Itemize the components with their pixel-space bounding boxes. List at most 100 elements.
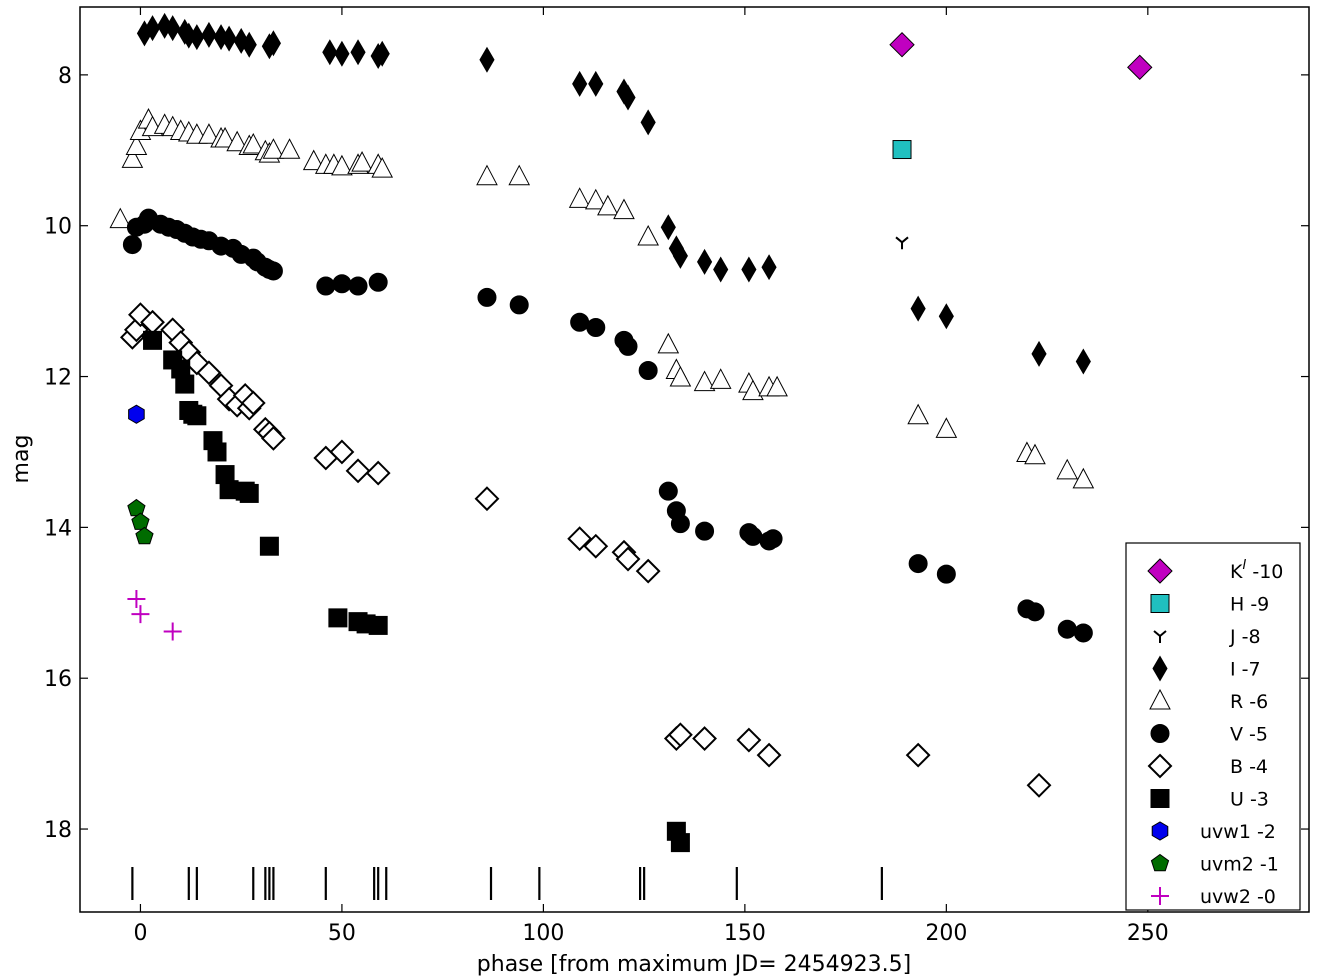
data-point (371, 157, 394, 178)
data-point (477, 287, 497, 307)
x-tick-label: 0 (133, 921, 147, 946)
data-point (586, 318, 606, 338)
data-point (242, 132, 265, 154)
data-point (743, 526, 763, 546)
data-point (479, 46, 495, 73)
data-point (756, 742, 782, 768)
data-point (660, 214, 676, 241)
series-i (136, 12, 1091, 375)
legend-marker (1153, 630, 1167, 643)
legend-marker (1151, 887, 1169, 905)
data-point (278, 138, 301, 159)
data-point (240, 390, 266, 416)
legend-label: R -6 (1230, 691, 1268, 713)
legend-label: uvm2 -1 (1200, 854, 1279, 876)
data-point (736, 727, 762, 753)
data-point (163, 622, 182, 641)
data-point (1024, 443, 1046, 465)
series-k (889, 32, 1153, 81)
legend-marker (1150, 724, 1170, 743)
legend: KI -10 H -9 J -8 I -7 R -6 V -5 B -4 U -3 uvw1 -… (1125, 542, 1301, 911)
data-point (889, 32, 915, 58)
series-u (143, 330, 690, 853)
data-point (144, 15, 161, 42)
data-point (905, 742, 931, 768)
data-point (125, 134, 148, 156)
data-point (127, 590, 146, 609)
data-point (261, 425, 286, 451)
y-tick-label: 18 (44, 818, 72, 843)
data-point (334, 40, 350, 67)
data-point (214, 126, 236, 148)
data-point (692, 726, 717, 751)
data-point (1025, 602, 1045, 622)
data-point (198, 123, 220, 144)
data-point (570, 312, 590, 332)
data-point (669, 365, 692, 387)
data-point (709, 368, 732, 389)
x-tick-label: 150 (724, 921, 766, 946)
data-point (613, 198, 635, 220)
data-point (615, 546, 641, 572)
series-uvw2 (127, 590, 182, 641)
x-tick-label: 200 (925, 921, 967, 946)
data-point (508, 164, 531, 186)
legend-marker (1150, 594, 1170, 613)
data-point (597, 194, 619, 216)
data-point (219, 480, 239, 500)
data-point (239, 483, 259, 503)
data-point (201, 21, 217, 48)
data-point (351, 151, 373, 172)
x-tick-label: 50 (328, 921, 356, 946)
data-point (345, 458, 371, 484)
data-point (584, 188, 607, 210)
data-point (713, 256, 729, 283)
series-uvw1 (128, 404, 145, 424)
series-h (892, 140, 912, 160)
data-point (509, 295, 529, 315)
series-b (119, 302, 1052, 798)
data-point (935, 417, 958, 438)
data-point (1057, 619, 1077, 639)
data-point (910, 295, 926, 322)
data-point (618, 336, 638, 356)
data-point (109, 207, 132, 229)
data-point (348, 276, 368, 296)
data-point (474, 486, 500, 512)
data-point (695, 521, 715, 541)
data-point (143, 330, 163, 350)
legend-marker (1152, 655, 1168, 682)
data-point (322, 39, 338, 66)
data-point (368, 615, 388, 635)
legend-label: KI -10 (1230, 558, 1283, 583)
data-point (131, 512, 150, 530)
data-point (368, 272, 388, 292)
data-point (696, 248, 713, 275)
data-point (638, 361, 658, 381)
data-point (892, 140, 912, 160)
data-point (241, 31, 257, 58)
data-point (1031, 340, 1047, 367)
data-point (763, 529, 783, 549)
data-point (131, 605, 150, 624)
data-point (635, 558, 661, 584)
data-point (1056, 458, 1079, 480)
data-point (1026, 772, 1052, 798)
legend-label: uvw2 -0 (1200, 886, 1276, 908)
data-point (128, 404, 145, 424)
legend-label: V -5 (1230, 724, 1268, 746)
data-point (135, 526, 154, 545)
series-r (109, 108, 1095, 489)
data-point (332, 274, 352, 294)
x-axis-label: phase [from maximum JD= 2454923.5] (477, 952, 911, 976)
data-point (221, 25, 237, 52)
y-tick-label: 12 (44, 366, 72, 391)
data-point (265, 30, 281, 57)
data-point (1073, 623, 1093, 643)
spectra-epoch-marks (131, 867, 883, 900)
legend-marker (1150, 789, 1170, 808)
y-tick-label: 8 (58, 64, 72, 89)
y-axis-label: mag (9, 435, 34, 484)
x-tick-label: 100 (522, 921, 564, 946)
